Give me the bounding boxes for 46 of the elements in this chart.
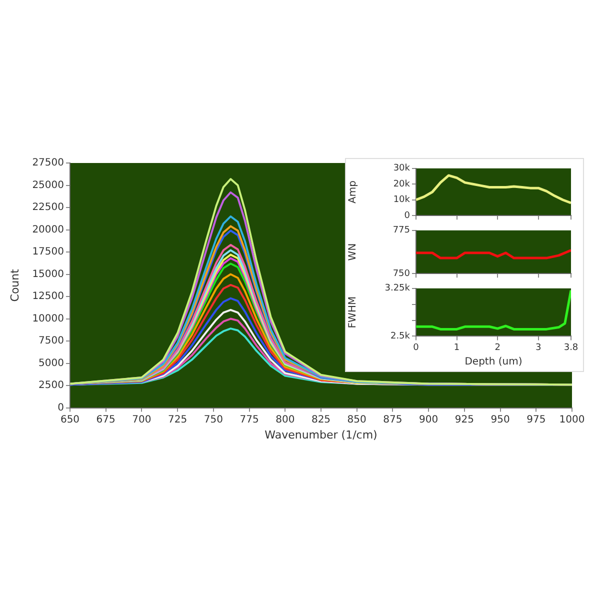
y-axis-title: WN <box>348 243 359 261</box>
x-tick-label: 850 <box>347 414 366 426</box>
y-tick-label: 2500 <box>38 380 64 392</box>
y-tick-label: 7500 <box>38 336 64 347</box>
x-tick-label: 925 <box>454 414 474 426</box>
x-tick-label: 2 <box>494 342 500 353</box>
y-tick-label: 20000 <box>32 224 64 236</box>
y-tick-label: 10k <box>393 195 411 206</box>
x-tick-label: 675 <box>96 414 116 426</box>
x-tick-label: 900 <box>419 414 438 426</box>
y-axis-title: Count <box>8 268 22 302</box>
x-axis-title: Wavenumber (1/cm) <box>264 428 378 442</box>
y-tick-label: 3.25k <box>384 284 411 294</box>
x-tick-label: 700 <box>132 414 152 426</box>
y-tick-label: 10000 <box>32 313 64 324</box>
y-tick-label: 30k <box>393 164 411 174</box>
x-tick-label: 750 <box>204 414 223 426</box>
x-tick-label: 975 <box>526 414 546 426</box>
x-tick-label: 775 <box>240 414 259 426</box>
x-tick-label: 825 <box>311 414 331 426</box>
y-tick-label: 0 <box>404 210 410 221</box>
y-tick-label: 27500 <box>32 158 64 169</box>
x-tick-label: 1 <box>454 342 460 353</box>
x-tick-label: 0 <box>413 342 420 353</box>
x-tick-label: 725 <box>168 414 188 426</box>
y-axis-title: FWHM <box>348 296 359 328</box>
y-tick-label: 20k <box>393 179 411 190</box>
y-tick-label: 2.5k <box>390 332 411 342</box>
y-tick-label: 12500 <box>32 291 64 302</box>
x-tick-label: 3.8 <box>564 342 578 353</box>
y-tick-label: 25000 <box>32 180 64 191</box>
y-tick-label: 15000 <box>32 268 64 280</box>
y-tick-label: 775 <box>392 226 410 236</box>
y-tick-label: 5000 <box>38 358 64 369</box>
y-tick-label: 22500 <box>32 202 64 214</box>
x-tick-label: 800 <box>276 414 295 426</box>
x-tick-label: 950 <box>490 414 510 426</box>
x-tick-label: 3 <box>536 342 542 353</box>
y-axis-title: Amp <box>348 180 359 204</box>
y-tick-label: 0 <box>58 402 64 414</box>
y-tick-label: 750 <box>392 268 410 279</box>
x-tick-label: 875 <box>383 414 402 426</box>
x-tick-label: 1000 <box>559 414 585 426</box>
x-tick-label: 650 <box>60 414 80 426</box>
y-tick-label: 17500 <box>32 246 64 258</box>
x-axis-title: Depth (um) <box>464 356 522 368</box>
